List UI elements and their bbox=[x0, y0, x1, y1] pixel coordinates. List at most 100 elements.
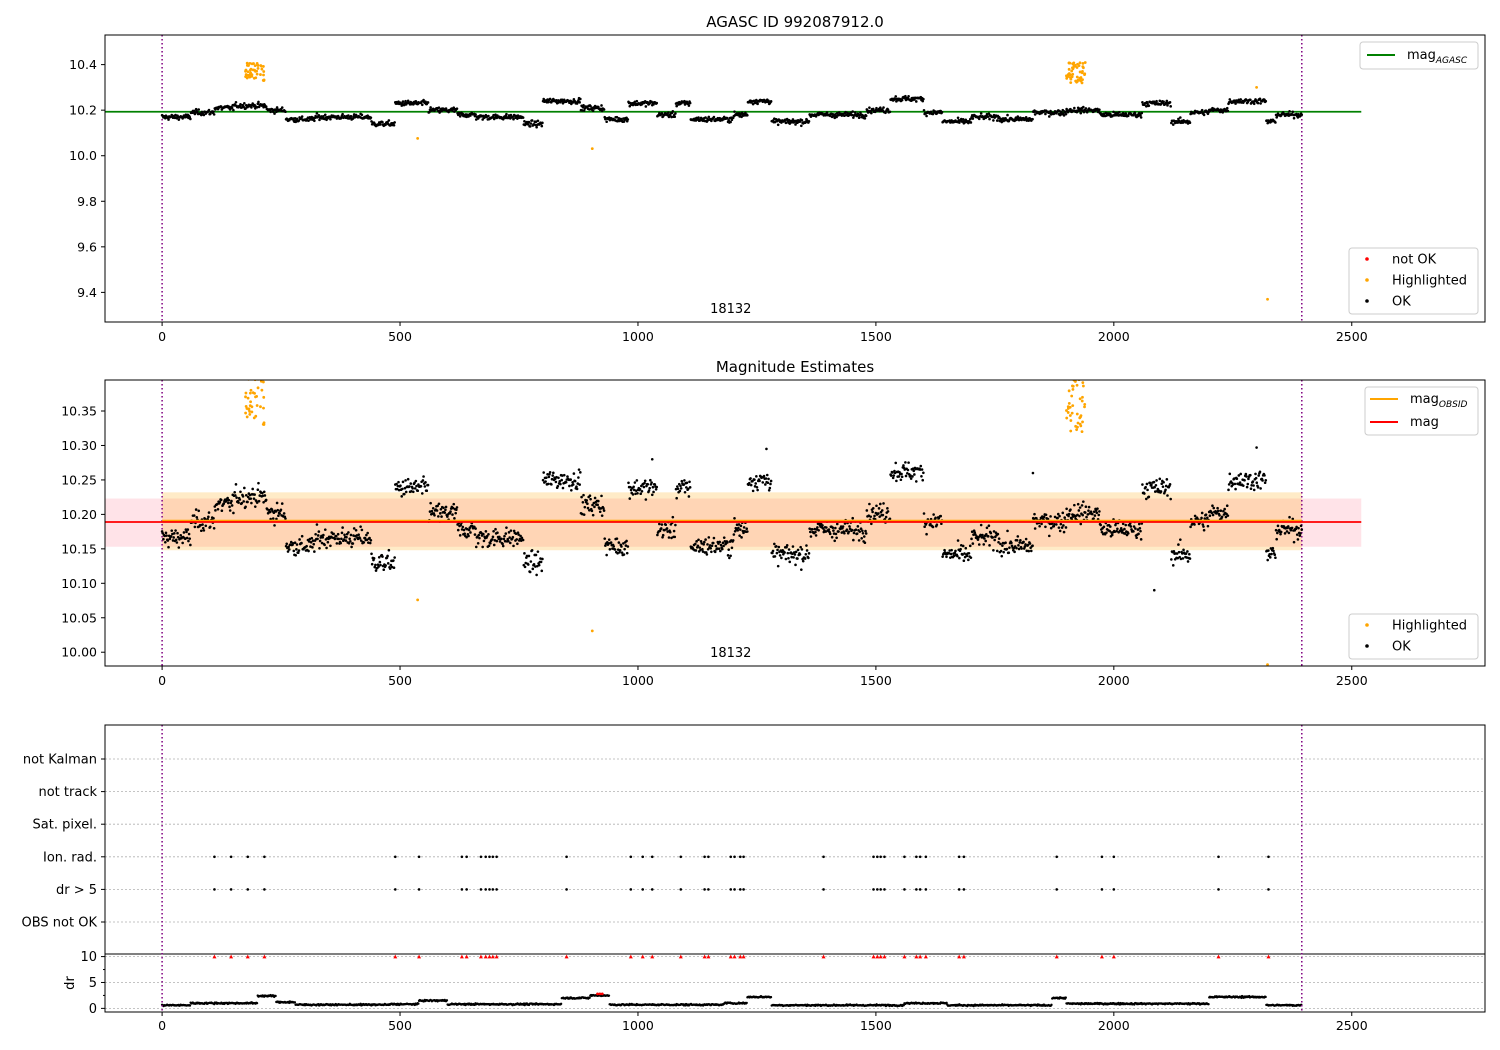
flag-point bbox=[707, 888, 710, 891]
ok-point bbox=[546, 482, 550, 486]
ok-point bbox=[1186, 560, 1190, 563]
ok-point bbox=[293, 541, 297, 545]
ok-point bbox=[462, 528, 466, 532]
ok-point bbox=[870, 111, 873, 115]
ok-point bbox=[349, 533, 353, 537]
ok-point bbox=[463, 532, 466, 535]
ok-point bbox=[577, 476, 580, 479]
ok-point bbox=[747, 481, 751, 485]
ok-point bbox=[161, 531, 165, 535]
dr-point bbox=[188, 1004, 192, 1007]
ok-point bbox=[1058, 529, 1062, 533]
ok-point bbox=[268, 510, 272, 514]
ok-point bbox=[596, 503, 599, 507]
ok-point bbox=[529, 122, 533, 125]
ok-point bbox=[237, 501, 240, 504]
ok-point bbox=[234, 100, 238, 104]
ok-point bbox=[482, 539, 486, 543]
ok-point bbox=[360, 528, 364, 532]
ok-point bbox=[529, 560, 533, 563]
ok-point bbox=[1166, 104, 1169, 107]
ok-point bbox=[435, 509, 439, 512]
ok-point bbox=[350, 545, 353, 549]
ok-point bbox=[572, 98, 576, 101]
ok-point bbox=[1208, 514, 1212, 518]
ok-point bbox=[263, 494, 267, 497]
ok-point bbox=[534, 553, 538, 557]
ok-point bbox=[830, 535, 834, 539]
ok-point bbox=[423, 485, 427, 488]
flag-point bbox=[213, 888, 216, 891]
ok-point bbox=[907, 461, 910, 464]
ok-point bbox=[1283, 532, 1287, 535]
flag-point bbox=[738, 855, 742, 859]
ok-point bbox=[1136, 528, 1140, 531]
ok-point bbox=[393, 556, 396, 559]
ok-point bbox=[764, 477, 768, 480]
ok-point bbox=[922, 109, 926, 112]
ok-point bbox=[207, 515, 210, 519]
ok-point bbox=[638, 487, 642, 491]
ok-point bbox=[922, 471, 925, 475]
flag-point bbox=[729, 888, 733, 891]
ok-point bbox=[353, 538, 357, 541]
highlighted-point bbox=[1070, 394, 1074, 398]
ok-point bbox=[195, 515, 199, 519]
ok-point bbox=[292, 549, 296, 553]
agasc-xtick-label: 0 bbox=[158, 329, 166, 344]
ok-point bbox=[653, 483, 657, 486]
ok-point bbox=[873, 514, 876, 518]
highlighted-point bbox=[246, 70, 250, 74]
ok-point bbox=[444, 508, 447, 512]
ok-point bbox=[392, 559, 395, 562]
ok-point bbox=[243, 101, 246, 105]
ok-point bbox=[1162, 100, 1165, 104]
ok-point bbox=[396, 484, 400, 488]
ok-point bbox=[783, 551, 786, 554]
ok-point bbox=[776, 548, 779, 552]
ok-point bbox=[560, 478, 563, 482]
ok-point bbox=[1083, 511, 1087, 514]
ok-point bbox=[921, 478, 925, 482]
ok-point bbox=[234, 494, 237, 497]
ok-point bbox=[580, 495, 583, 499]
ok-point bbox=[1040, 522, 1043, 526]
ok-point bbox=[660, 523, 664, 526]
ok-point bbox=[1042, 515, 1046, 519]
ok-point bbox=[871, 107, 875, 111]
ok-point bbox=[507, 539, 510, 543]
ok-point bbox=[771, 549, 775, 553]
ok-point bbox=[305, 544, 308, 548]
agasc-xtick-label: 2500 bbox=[1336, 329, 1368, 344]
ok-point bbox=[618, 549, 622, 552]
highlighted-point bbox=[1075, 75, 1079, 79]
ok-point bbox=[758, 479, 761, 483]
ok-point bbox=[458, 534, 462, 537]
ok-point bbox=[891, 476, 895, 480]
highlighted-point bbox=[254, 395, 257, 399]
highlighted-point bbox=[1083, 403, 1087, 406]
ok-point bbox=[837, 530, 840, 533]
ok-point bbox=[226, 501, 230, 505]
ok-point bbox=[287, 545, 290, 549]
ok-point bbox=[878, 515, 881, 518]
ok-point bbox=[1002, 550, 1005, 554]
ok-point bbox=[1144, 497, 1148, 501]
ok-point bbox=[534, 123, 537, 127]
flag-point bbox=[565, 855, 568, 859]
ok-point bbox=[809, 535, 813, 538]
ok-point bbox=[729, 554, 732, 558]
ok-point bbox=[796, 548, 800, 552]
ok-point bbox=[1119, 527, 1123, 530]
ok-point bbox=[899, 478, 903, 482]
ok-point bbox=[973, 531, 977, 534]
ok-point bbox=[685, 486, 688, 489]
ok-point bbox=[465, 535, 468, 539]
ok-point bbox=[345, 535, 348, 539]
ok-point bbox=[705, 553, 709, 556]
highlighted-point bbox=[1074, 380, 1077, 383]
ok-point bbox=[1258, 97, 1262, 101]
ok-point bbox=[365, 538, 369, 542]
flag-point bbox=[417, 888, 421, 891]
agasc-ytick-label: 10.2 bbox=[69, 103, 97, 118]
